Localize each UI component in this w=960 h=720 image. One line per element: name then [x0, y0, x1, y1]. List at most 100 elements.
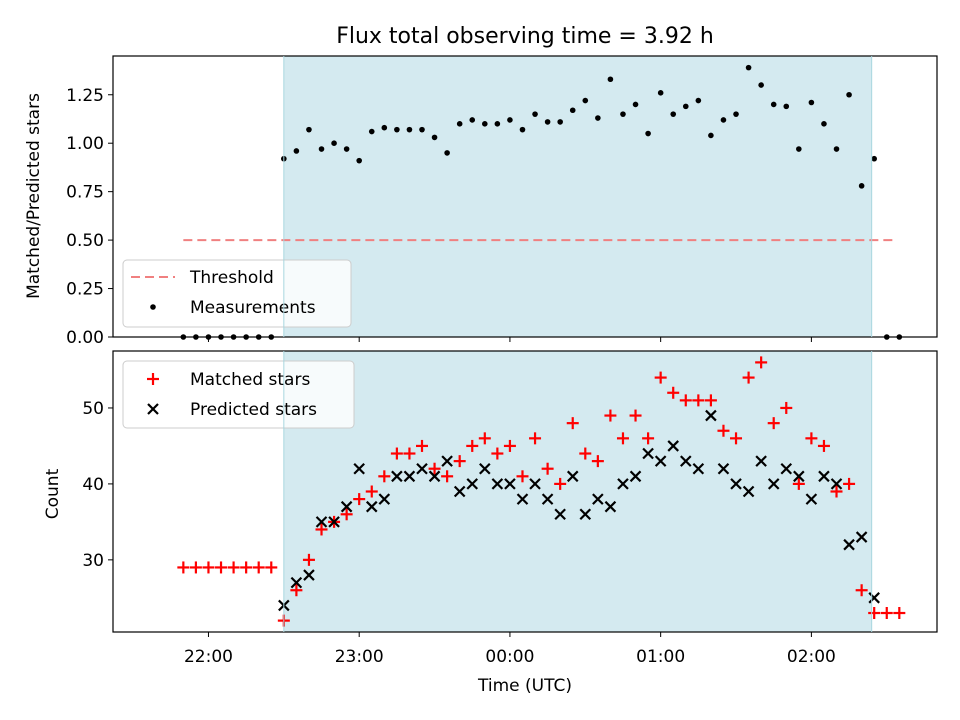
predicted-star-point [541, 493, 554, 505]
measurement-point [745, 64, 752, 71]
predicted-star-point [428, 470, 441, 483]
matched-star-point [466, 439, 479, 452]
matched-star-point [302, 553, 315, 566]
bottom-y-ticks: 30 40 50 [82, 399, 113, 571]
matched-star-point [529, 432, 542, 445]
matched-star-point [654, 371, 667, 384]
legend-matched-label: Matched stars [190, 370, 310, 390]
measurement-point [431, 134, 438, 141]
matched-star-point [692, 394, 705, 407]
bottom-legend: Matched stars Predicted stars [122, 360, 355, 429]
measurement-point [318, 146, 325, 152]
matched-star-point [755, 356, 768, 369]
predicted-star-point [416, 462, 428, 475]
matched-star-point [679, 394, 692, 407]
x-axis-label: Time (UTC) [477, 676, 572, 696]
chart-title: Flux total observing time = 3.92 h [336, 24, 714, 49]
predicted-star-point [830, 478, 843, 490]
measurement-point [733, 111, 739, 117]
top-panel-frame [112, 55, 938, 338]
measurement-point [670, 111, 677, 117]
matched-star-point [893, 607, 906, 620]
predicted-star-point [692, 462, 705, 475]
measurement-point [833, 146, 840, 152]
matched-star-point [189, 561, 202, 574]
legend-matched-swatch [147, 373, 159, 385]
measurement-point [595, 115, 601, 121]
bottom-panel-frame [112, 350, 938, 633]
x-tick-label: 02:00 [787, 647, 836, 667]
matched-star-point [491, 447, 504, 460]
matched-star-point [566, 417, 579, 430]
matched-star-point [730, 432, 743, 445]
legend-predicted-label: Predicted stars [190, 400, 317, 420]
matched-star-point [290, 584, 303, 597]
predicted-star-point [441, 455, 453, 467]
predicted-star-point [504, 478, 516, 490]
matched-star-point [416, 439, 428, 452]
predicted-star-point [793, 470, 805, 483]
predicted-star-point [642, 447, 654, 460]
measurement-point [695, 97, 702, 104]
measurement-point [507, 117, 513, 123]
predicted-star-point [592, 493, 604, 505]
measurement-point [381, 124, 388, 131]
predicted-star-point [554, 508, 566, 521]
matched-star-point [478, 432, 491, 445]
top-x-ticks [207, 337, 812, 342]
measurement-point [770, 101, 777, 108]
matched-star-point [541, 462, 554, 475]
top-legend-box [122, 259, 352, 328]
bottom-y-tick-label: 40 [82, 475, 104, 495]
matched-star-point [428, 462, 441, 475]
matched-star-point [403, 447, 416, 460]
legend-predicted-marker [147, 403, 159, 415]
predicted-star-point [818, 470, 830, 483]
matched-star-point [340, 508, 353, 521]
predicted-star-point [479, 462, 491, 475]
top-panel: 0.00 0.25 0.50 0.75 1.00 1.25 Matched/Predict… [24, 55, 938, 348]
matched-star-point [252, 561, 265, 574]
measurement-point [871, 155, 877, 162]
matched-star-point [742, 371, 755, 384]
matched-star-point [516, 470, 529, 483]
matched-star-point [616, 432, 629, 445]
matched-star-point [265, 561, 278, 574]
measurement-point [846, 91, 852, 98]
predicted-star-point [843, 538, 855, 551]
predicted-star-point [730, 478, 742, 490]
legend-measurements-label: Measurements [190, 298, 316, 318]
matched-star-point [503, 439, 516, 452]
matched-star-point [880, 607, 893, 620]
matched-star-point [591, 455, 604, 468]
matched-star-point [215, 561, 228, 574]
measurement-point [406, 126, 413, 133]
measurement-point [343, 146, 350, 152]
predicted-star-point [767, 478, 780, 490]
top-measurement-points [180, 64, 903, 340]
predicted-star-point [868, 592, 880, 604]
measurement-point [532, 111, 538, 117]
matched-star-point [177, 561, 190, 574]
measurement-point [456, 121, 463, 127]
matched-star-point [667, 386, 680, 399]
measurement-point [419, 126, 425, 133]
matched-star-point [717, 424, 730, 437]
predicted-star-point [705, 409, 717, 422]
matched-star-point [579, 447, 592, 460]
matched-star-point [792, 477, 805, 490]
measurement-point [858, 183, 865, 189]
measurement-point [469, 117, 476, 123]
measurement-point [293, 148, 300, 154]
measurement-point [645, 130, 651, 137]
predicted-star-point [742, 485, 755, 498]
top-y-ticks: 0.00 0.25 0.50 0.75 1.00 1.25 [66, 86, 113, 348]
top-y-tick-label: 0.25 [66, 280, 104, 300]
measurement-point [720, 117, 727, 123]
measurement-point [368, 128, 375, 135]
measurement-point [620, 111, 626, 117]
predicted-star-point [717, 462, 730, 475]
matched-star-point [805, 432, 818, 445]
predicted-star-point [353, 462, 365, 475]
matched-star-point [378, 470, 391, 483]
